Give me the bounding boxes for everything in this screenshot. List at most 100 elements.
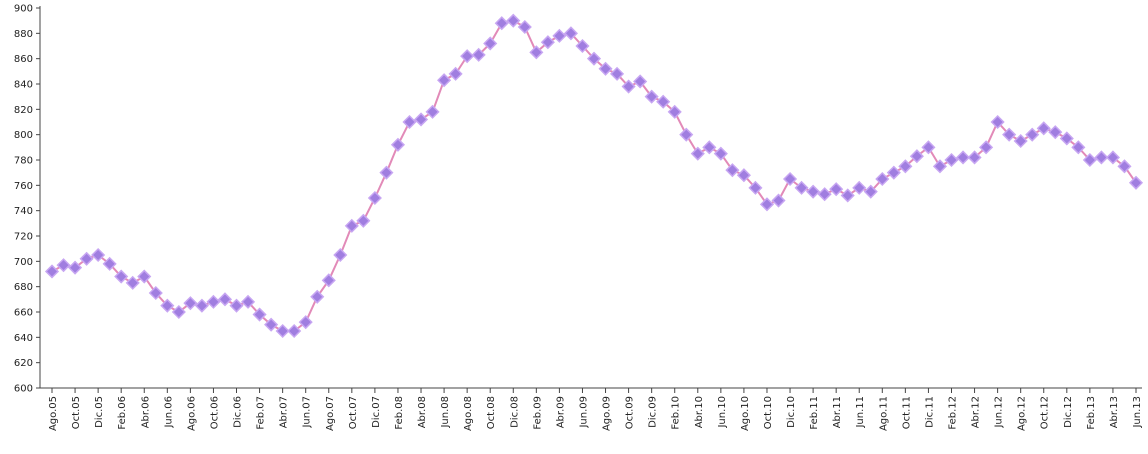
data-point [552, 28, 567, 43]
data-point [598, 61, 613, 76]
data-point [275, 323, 290, 339]
y-tick-label: 760 [14, 181, 33, 192]
data-point [1059, 131, 1074, 146]
data-point [909, 149, 924, 164]
x-tick-label: Feb.07 [256, 396, 267, 430]
data-point [1082, 152, 1097, 168]
data-point [679, 127, 694, 142]
x-tick-label: Dic.07 [371, 396, 382, 428]
y-tick-label: 700 [14, 257, 33, 268]
data-point [875, 171, 890, 187]
data-point [460, 49, 475, 64]
data-point [736, 168, 751, 183]
x-tick-label: Jun.12 [994, 396, 1005, 429]
x-tick-label: Dic.10 [786, 396, 797, 428]
data-point [690, 146, 705, 161]
data-point [667, 104, 682, 119]
x-tick-label: Oct.10 [763, 396, 774, 429]
data-point [932, 159, 948, 174]
data-point [517, 19, 532, 35]
x-tick-label: Feb.09 [532, 396, 543, 430]
y-tick-label: 640 [14, 333, 33, 344]
data-point [506, 13, 521, 28]
x-tick-label: Jun.09 [578, 396, 589, 429]
data-point [713, 146, 728, 161]
data-point [413, 112, 429, 127]
y-tick-label: 720 [14, 232, 33, 243]
data-point [586, 51, 602, 66]
data-point [967, 150, 982, 165]
x-tick-label: Dic.08 [509, 396, 520, 428]
x-tick-label: Jun.13 [1132, 396, 1143, 429]
data-point [137, 269, 152, 284]
x-tick-label: Feb.11 [809, 396, 820, 430]
x-tick-label: Oct.05 [71, 396, 82, 429]
data-point [494, 16, 509, 31]
data-point [264, 317, 279, 332]
x-tick-label: Ago.09 [602, 396, 613, 431]
data-point [806, 184, 821, 199]
data-point [575, 38, 590, 54]
data-point [782, 171, 798, 187]
x-tick-label: Dic.12 [1063, 396, 1074, 428]
data-point [1105, 150, 1120, 165]
data-point [160, 298, 175, 313]
data-point [183, 296, 198, 311]
x-tick-label: Jun.11 [855, 396, 866, 429]
x-tick-label: Ago.07 [325, 396, 336, 431]
data-point [898, 159, 913, 174]
x-tick-label: Abr.09 [555, 396, 566, 428]
x-tick-label: Abr.08 [417, 396, 428, 428]
data-point [1094, 150, 1109, 165]
y-tick-label: 740 [14, 206, 33, 217]
x-tick-label: Dic.06 [233, 396, 244, 428]
x-tick-label: Dic.11 [924, 396, 935, 428]
data-point [390, 137, 406, 152]
data-point [344, 218, 359, 233]
x-tick-label: Jun.08 [440, 396, 451, 429]
data-point [633, 74, 648, 89]
data-point [125, 275, 140, 290]
data-point [471, 47, 486, 62]
x-tick-label: Ago.12 [1017, 396, 1028, 431]
data-point [44, 264, 60, 279]
y-tick-label: 800 [14, 130, 33, 141]
data-point [563, 26, 578, 41]
data-point [356, 213, 371, 228]
x-tick-label: Dic.05 [94, 396, 105, 428]
x-tick-label: Jun.10 [717, 396, 728, 429]
data-point [725, 163, 740, 178]
data-point [402, 114, 417, 130]
data-point [1117, 159, 1132, 174]
data-point [68, 260, 83, 275]
series-line [51, 19, 1137, 332]
x-tick-label: Oct.11 [901, 396, 912, 429]
data-point [817, 187, 832, 202]
data-point [437, 73, 452, 88]
x-tick-label: Abr.06 [140, 396, 151, 428]
x-tick-label: Oct.12 [1040, 396, 1051, 429]
data-point [240, 294, 256, 309]
data-point [644, 89, 659, 104]
data-point [148, 285, 163, 301]
data-point [79, 251, 94, 266]
y-tick-label: 680 [14, 282, 33, 293]
data-point [656, 94, 671, 109]
data-point [91, 247, 106, 263]
y-tick-label: 820 [14, 105, 33, 116]
data-point [310, 289, 325, 304]
y-tick-label: 780 [14, 156, 33, 167]
data-point [621, 79, 636, 94]
data-point [1025, 127, 1040, 142]
data-point [1036, 121, 1051, 136]
data-point [979, 140, 994, 155]
data-point [102, 256, 117, 271]
data-point [114, 269, 129, 284]
data-point [171, 304, 186, 320]
data-point [1071, 140, 1086, 155]
y-tick-label: 880 [14, 29, 33, 40]
data-point [955, 150, 971, 165]
data-point [483, 36, 498, 51]
data-point [448, 66, 463, 81]
